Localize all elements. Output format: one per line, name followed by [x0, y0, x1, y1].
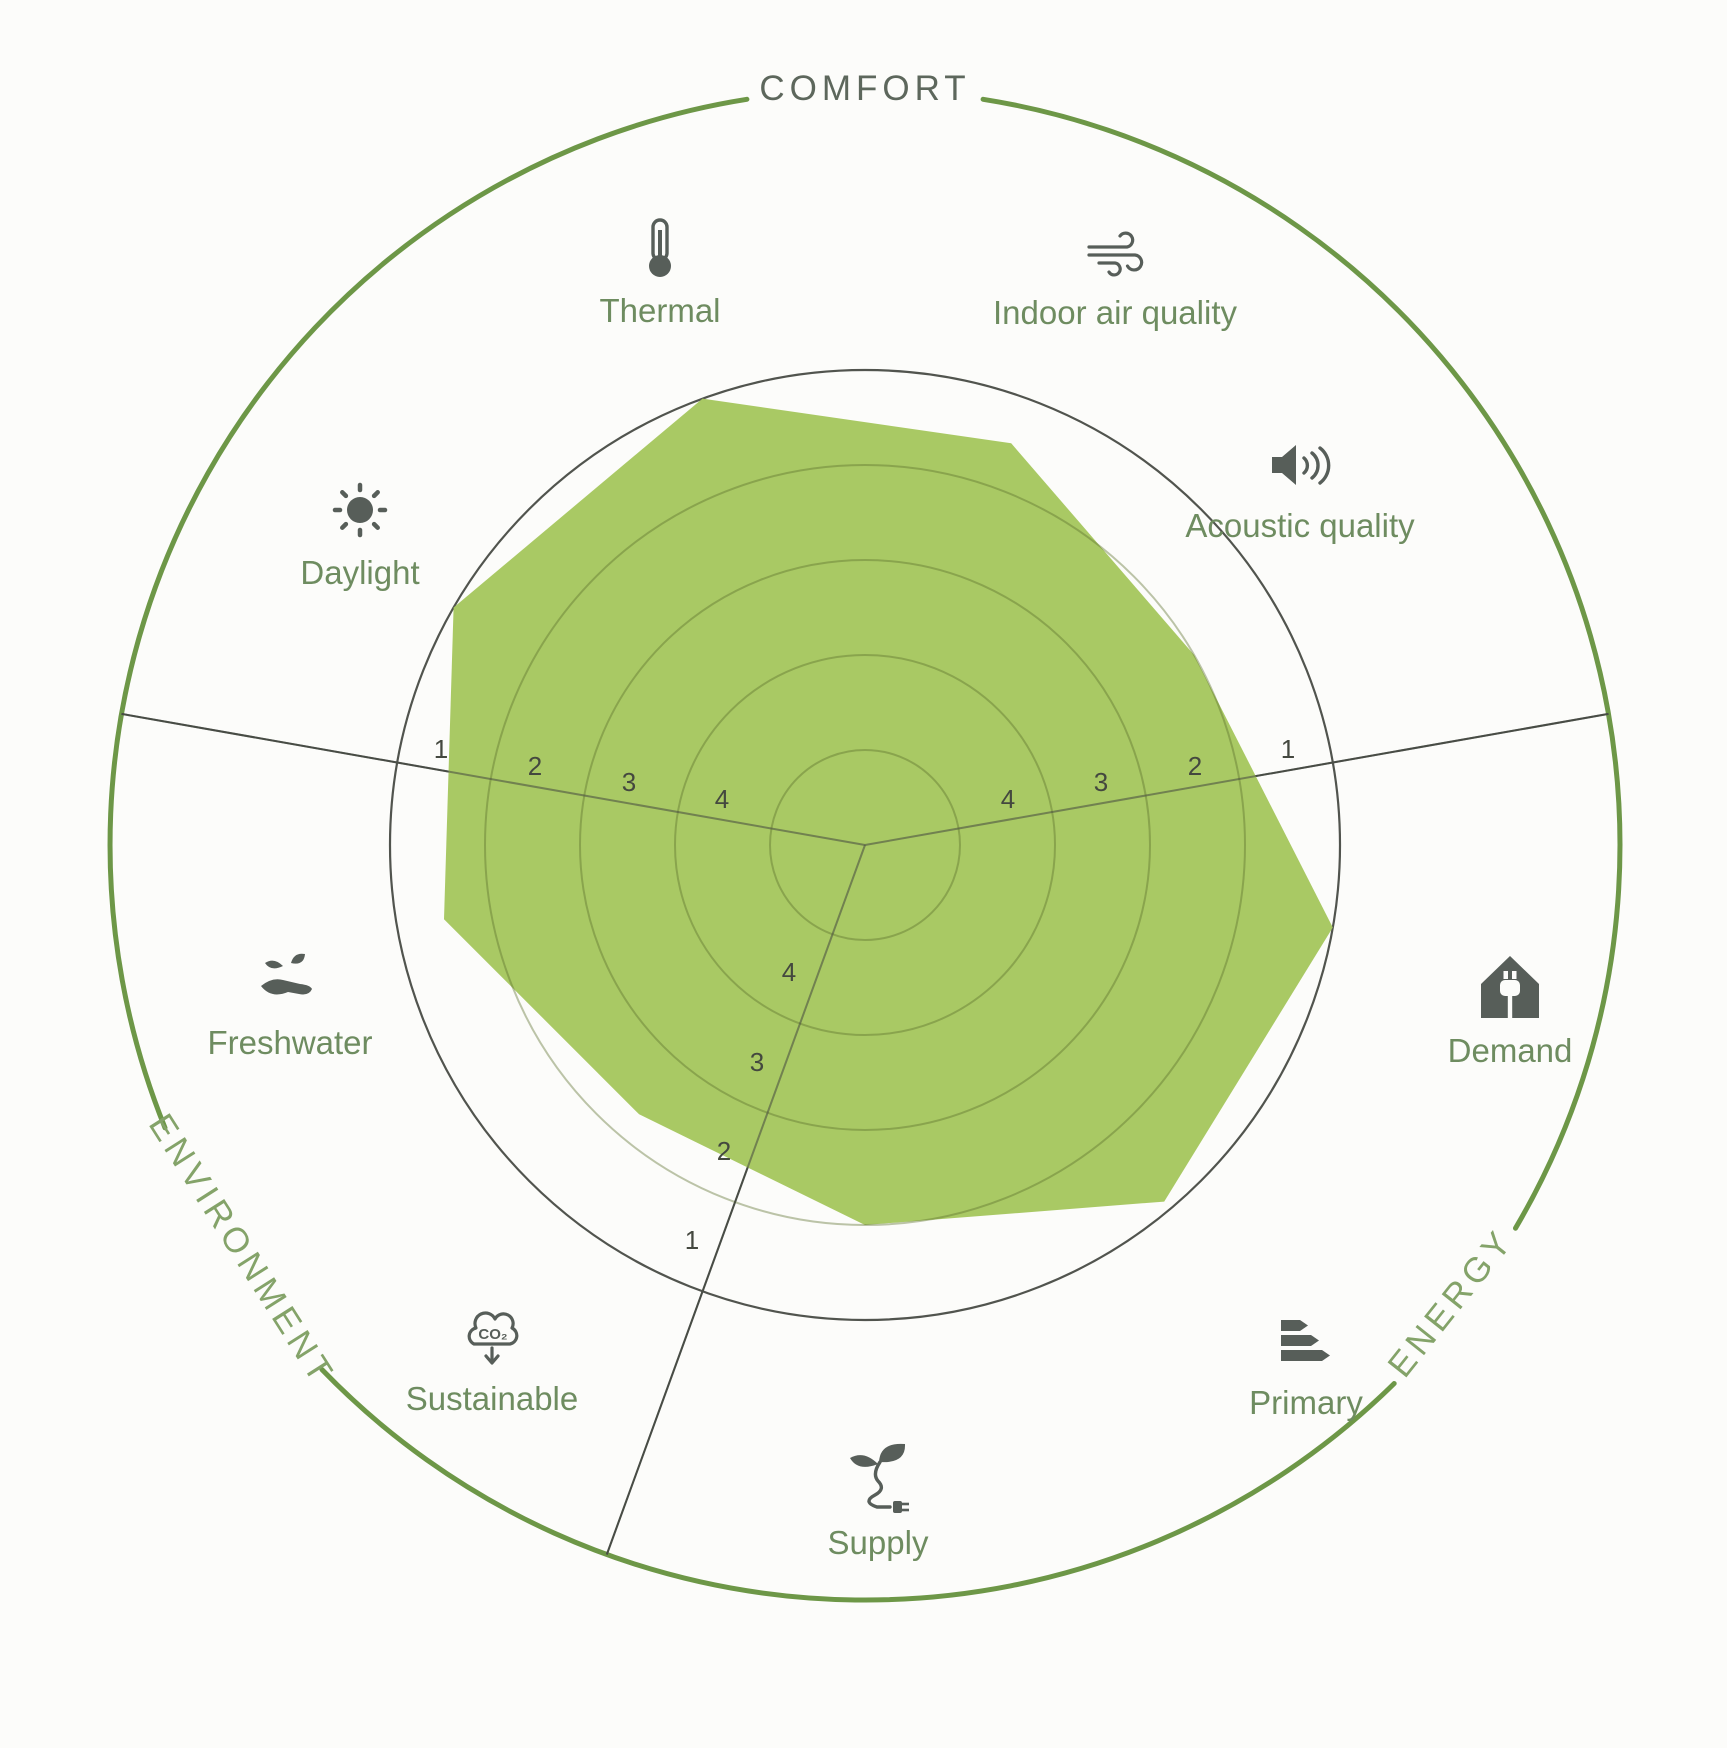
criterion-thermal: Thermal — [599, 218, 721, 329]
criterion-acoustic-quality: Acoustic quality — [1185, 445, 1415, 544]
criterion-label: Acoustic quality — [1185, 507, 1415, 544]
radar-boundary-circle — [388, 368, 1342, 1322]
divider-line-right-top — [864, 712, 1609, 846]
sector-label-energy: ENERGY — [1380, 1221, 1521, 1384]
house-plug-icon — [1481, 956, 1539, 1018]
criterion-label: Primary — [1249, 1384, 1363, 1421]
criterion-label: Supply — [828, 1524, 929, 1561]
energy-rating-icon — [1281, 1320, 1330, 1361]
scale-number: 1 — [685, 1225, 699, 1255]
grid-ring-2 — [674, 654, 1056, 1036]
sun-icon — [332, 482, 388, 538]
criterion-supply: Supply — [828, 1443, 929, 1561]
grid-ring-3 — [579, 559, 1151, 1131]
criterion-primary: Primary — [1249, 1320, 1363, 1421]
criterion-label: Sustainable — [406, 1380, 578, 1417]
co2-text: CO₂ — [478, 1326, 507, 1343]
grid-ring-centre — [769, 749, 961, 941]
criterion-label: Freshwater — [207, 1024, 372, 1061]
scale-number: 4 — [715, 784, 729, 814]
scale-number: 4 — [1001, 784, 1015, 814]
scale-number: 3 — [750, 1047, 764, 1077]
criterion-label: Demand — [1448, 1032, 1573, 1069]
scale-number: 2 — [528, 751, 542, 781]
scale-number: 1 — [1281, 734, 1295, 764]
criterion-demand: Demand — [1448, 956, 1573, 1069]
outer-circle-arc — [980, 96, 1623, 1231]
criterion-label: Daylight — [300, 554, 419, 591]
scale-number: 2 — [717, 1136, 731, 1166]
divider-line-left-top — [121, 712, 866, 846]
scale-number: 3 — [1094, 767, 1108, 797]
sector-label-environment: ENVIRONMENT — [141, 1107, 342, 1392]
wind-icon — [1087, 231, 1144, 277]
grid-ring-4 — [484, 464, 1246, 1226]
scale-number: 3 — [622, 767, 636, 797]
hand-leaf-icon — [261, 953, 312, 995]
criterion-sustainable: CO₂ Sustainable — [406, 1311, 578, 1417]
outer-circle-arc — [107, 96, 750, 1131]
scale-number: 4 — [782, 957, 796, 987]
divider-line-bottom-top — [605, 844, 866, 1555]
criterion-indoor-air-quality: Indoor air quality — [993, 231, 1237, 331]
thermometer-icon — [649, 218, 671, 277]
speaker-icon — [1272, 445, 1331, 485]
scale-number: 1 — [434, 734, 448, 764]
criterion-daylight: Daylight — [300, 482, 420, 591]
score-polygon — [444, 398, 1333, 1226]
plant-plug-icon — [850, 1443, 909, 1513]
outer-circle-arc — [319, 1367, 1397, 1603]
co2-cloud-icon: CO₂ — [467, 1311, 519, 1365]
scale-number: 2 — [1188, 751, 1202, 781]
sector-label-comfort: COMFORT — [759, 69, 970, 108]
criterion-freshwater: Freshwater — [207, 953, 373, 1061]
criterion-label: Thermal — [599, 292, 720, 329]
criterion-label: Indoor air quality — [993, 294, 1237, 331]
